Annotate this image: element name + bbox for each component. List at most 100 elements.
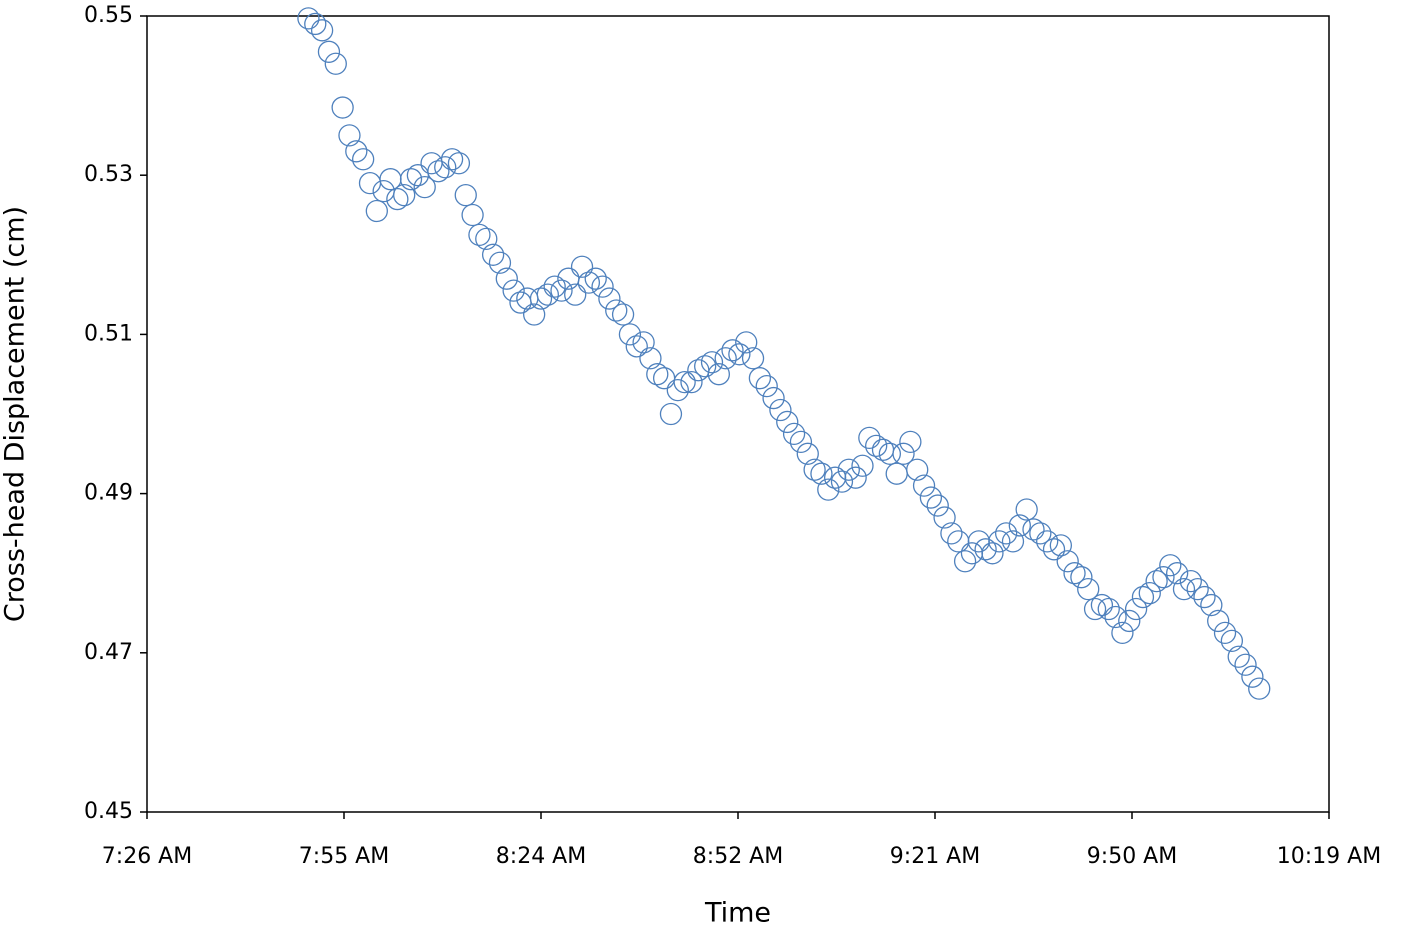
data-point [1015,498,1038,521]
data-point [680,371,703,394]
data-point [837,458,860,481]
data-point [1022,518,1045,541]
plot-frame [146,15,1330,813]
data-point [386,187,409,211]
data-point [1001,530,1025,553]
data-point [755,374,778,398]
data-point [1097,597,1120,621]
data-point [953,550,977,573]
data-point [1145,570,1168,593]
x-tick-label: 9:21 AM [890,844,980,869]
data-point [495,267,518,290]
data-point [892,442,915,465]
data-point [1070,566,1093,589]
data-point [789,430,813,454]
data-point [543,275,566,298]
data-point [1111,621,1134,645]
data-point [830,470,854,493]
data-point [1220,629,1244,653]
data-point [481,243,505,266]
data-point [598,287,621,310]
data-point [1213,621,1237,645]
data-point [810,462,833,485]
data-point [447,152,471,175]
data-point [1131,585,1155,609]
data-point [393,183,416,207]
data-point [639,347,662,370]
data-point [570,255,594,278]
data-point [310,19,334,42]
data-point [1090,593,1114,617]
data-point [365,199,388,223]
data-point [1159,554,1182,577]
data-point [1234,653,1257,676]
data-point [858,426,881,450]
data-point [331,96,354,119]
data-point [762,386,785,410]
data-point [523,303,546,326]
data-point [440,148,464,171]
data-point [673,371,696,394]
data-point [509,291,532,314]
data-point [707,363,730,386]
data-point [406,164,430,187]
y-tick-label: 0.45 [84,799,133,824]
data-point [721,339,744,362]
data-point [632,331,655,354]
data-point [1042,538,1066,561]
data-point [652,367,676,390]
data-point [317,40,341,63]
x-tick-label: 8:52 AM [693,844,783,869]
data-point [434,156,457,179]
data-point [1227,645,1250,668]
data-point [1077,577,1100,601]
data-point [1118,609,1141,633]
data-point [919,486,943,509]
data-point [974,538,997,561]
data-point [427,160,450,183]
data-point [1172,577,1196,601]
y-tick-label: 0.47 [84,640,133,665]
data-point [1138,581,1161,605]
data-point [865,434,888,457]
data-point [899,430,922,454]
y-axis-title: Cross-head Displacement (cm) [0,206,31,622]
data-point [399,168,423,191]
data-point [324,52,347,75]
data-point [906,458,929,481]
data-point [461,203,484,227]
data-point [933,506,956,529]
data-point [1124,597,1148,621]
data-point [694,355,717,378]
data-point [1083,597,1107,621]
data-point [646,363,669,386]
x-axis-title: Time [704,898,771,929]
data-point [741,347,765,370]
data-point [981,542,1004,565]
data-point [851,454,874,477]
data-point [611,303,635,326]
data-point [352,148,375,171]
data-point [529,287,553,310]
data-point [338,124,361,147]
data-point [502,279,525,302]
data-point [1008,514,1031,537]
data-point [714,347,737,370]
data-point [926,494,949,517]
data-point [782,422,806,446]
data-point [297,7,320,30]
data-point [912,474,936,497]
data-point [625,335,648,358]
y-tick-label: 0.51 [84,321,133,346]
data-point [666,378,689,402]
data-point [475,227,498,251]
data-point [994,522,1018,545]
data-point [1179,570,1202,593]
data-point [550,279,573,302]
data-point [1104,605,1127,629]
data-point [1241,665,1264,688]
data-point [468,223,491,247]
y-tick-label: 0.49 [84,481,133,506]
data-point [605,299,628,322]
